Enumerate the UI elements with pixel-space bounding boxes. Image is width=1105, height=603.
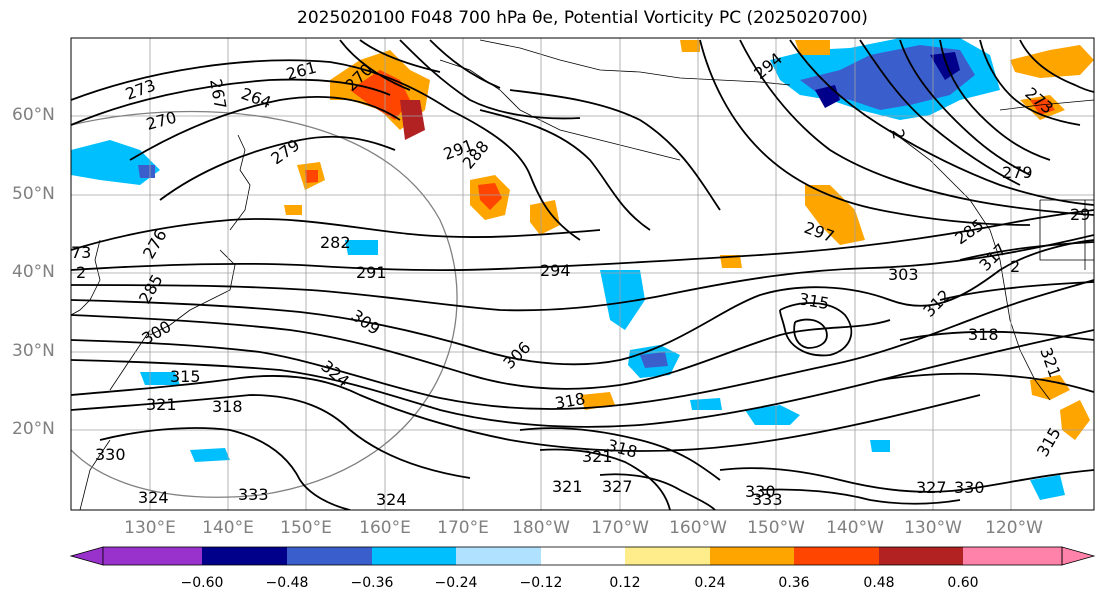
lon-label: 130°E (124, 518, 176, 538)
contour-label: 2 (1010, 257, 1020, 276)
contour-label: 321 (552, 477, 583, 496)
colorbar-bin (372, 547, 456, 565)
colorbar-tick-label: 0.60 (947, 575, 979, 591)
colorbar-tick-label: −0.60 (180, 575, 224, 591)
colorbar-bin (963, 547, 1062, 565)
contour-label: 327 (602, 477, 633, 496)
lat-label: 40°N (12, 262, 55, 282)
contour-label: 73 (71, 243, 91, 262)
colorbar-tick-label: −0.48 (265, 575, 309, 591)
colorbar-tick-label: −0.24 (434, 575, 478, 591)
colorbar-bin (456, 547, 541, 565)
contour-label: 2 (888, 127, 908, 140)
domain-outline (71, 110, 458, 498)
contour-label: 315 (170, 367, 201, 386)
lat-label: 20°N (12, 419, 55, 439)
lon-label: 170°E (437, 518, 489, 538)
contour-label: 318 (212, 397, 243, 416)
colorbar-max-extension (1061, 546, 1096, 566)
lat-label: 60°N (12, 105, 55, 125)
contour-label: 279 (1002, 163, 1033, 182)
contour-label: 321 (582, 447, 613, 466)
lon-label: 150°E (280, 518, 332, 538)
map-content: 273 270 267 264 261 270 279 291 288 282 … (71, 38, 1094, 510)
lon-label: 140°W (826, 518, 884, 538)
colorbar-tick-label: 0.24 (694, 575, 726, 591)
lon-label: 150°W (747, 518, 805, 538)
contour-label: 318 (968, 325, 999, 344)
colorbar (69, 546, 1096, 566)
lon-label: 120°W (985, 518, 1043, 538)
lon-label: 180°W (512, 518, 570, 538)
colorbar-tick-label: 0.12 (609, 575, 641, 591)
contour-label: 327 (916, 478, 947, 497)
contour-label: 330 (745, 482, 776, 501)
colorbar-bin (710, 547, 794, 565)
contour-label: 324 (376, 490, 407, 509)
contour-label: 333 (238, 485, 269, 504)
graticule (71, 38, 1094, 510)
contour-label: 282 (320, 233, 351, 252)
lat-label: 50°N (12, 184, 55, 204)
colorbar-bin (103, 547, 202, 565)
contour-label: 330 (954, 478, 985, 497)
colorbar-tick-label: −0.12 (519, 575, 563, 591)
contour-label: 303 (888, 265, 919, 284)
colorbar-bin (202, 547, 287, 565)
colorbar-bin (625, 547, 710, 565)
theta-e-contours (71, 39, 1094, 510)
contour-label: 29 (1070, 205, 1090, 224)
contour-label: 324 (138, 488, 169, 507)
colorbar-bin (794, 547, 879, 565)
lon-label: 130°W (904, 518, 962, 538)
contour-label: 321 (146, 395, 177, 414)
contour-label: 330 (95, 445, 126, 464)
lat-label: 30°N (12, 341, 55, 361)
colorbar-min-extension (69, 546, 104, 566)
lon-label: 140°E (202, 518, 254, 538)
colorbar-tick-label: 0.48 (863, 575, 895, 591)
colorbar-tick-label: −0.36 (350, 575, 394, 591)
colorbar-frame (102, 546, 1063, 566)
contour-label: 333 (752, 490, 783, 509)
plot-frame (70, 37, 1095, 511)
contour-label: 2 (76, 263, 86, 282)
map-title: 2025020100 F048 700 hPa θe, Potential Vo… (297, 8, 868, 28)
lon-label: 160°E (359, 518, 411, 538)
contour-label: 291 (356, 263, 387, 282)
lon-label: 170°W (591, 518, 649, 538)
colorbar-bin (287, 547, 372, 565)
colorbar-bin (541, 547, 625, 565)
coastlines (71, 39, 1094, 510)
colorbar-bin (879, 547, 963, 565)
lon-label: 160°W (669, 518, 727, 538)
contour-label: 294 (540, 261, 571, 280)
colorbar-tick-label: 0.36 (778, 575, 810, 591)
